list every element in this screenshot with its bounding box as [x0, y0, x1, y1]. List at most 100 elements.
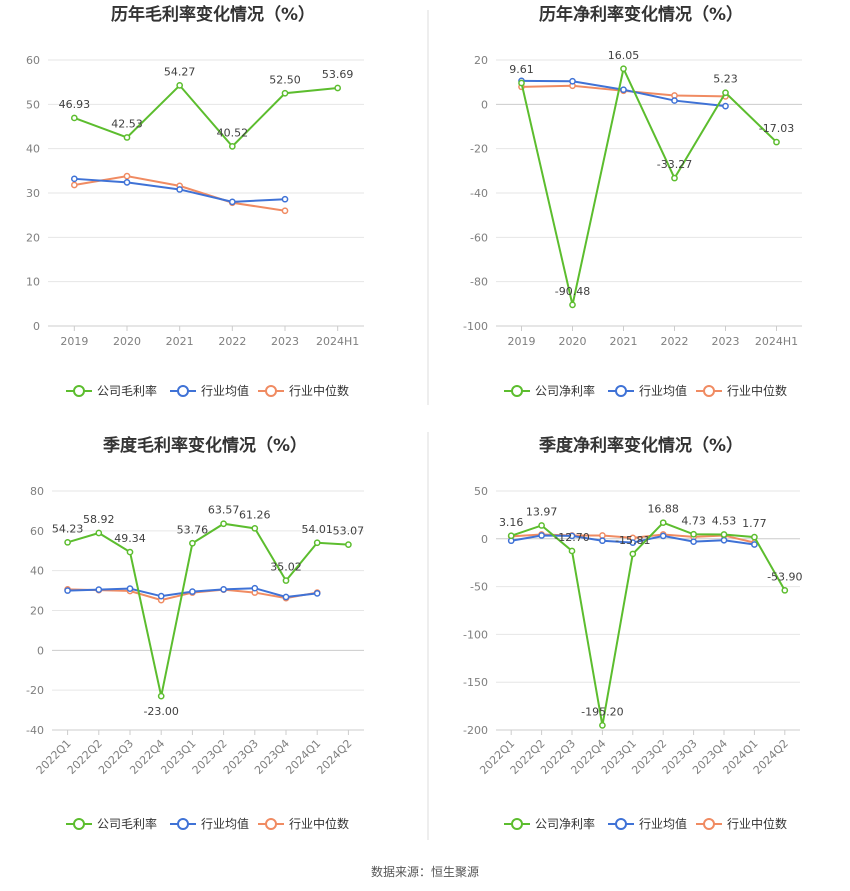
annual-net-point-1: [620, 86, 627, 94]
annual-gross-y-tick-label: 0: [33, 320, 40, 333]
annual-net-data-label: -90.48: [555, 285, 590, 298]
quarterly-gross-data-label: -23.00: [143, 705, 178, 718]
annual-net-point-0: [518, 79, 525, 87]
quarterly-gross-y-tick-label: 80: [30, 485, 44, 498]
annual-gross-y-tick-label: 20: [26, 231, 40, 244]
quarterly-net-data-label: -53.90: [767, 570, 802, 583]
annual-net-point-0: [722, 89, 729, 97]
quarterly-gross-legend-label-0: 公司毛利率: [97, 816, 157, 831]
annual-net-point-1: [671, 97, 678, 104]
annual-gross-point-1: [70, 175, 78, 183]
annual-gross-data-label: 52.50: [269, 73, 301, 86]
annual-gross-point-0: [334, 84, 342, 92]
quarterly-net-y-tick-label: 0: [481, 533, 488, 546]
annual-gross-point-0: [281, 89, 289, 97]
annual-net-data-label: 9.61: [509, 63, 534, 76]
annual-net-point-0: [671, 174, 678, 182]
quarterly-gross-point-1: [126, 585, 134, 592]
quarterly-net-point-1: [659, 532, 667, 540]
quarterly-gross-title: 季度毛利率变化情况（%）: [103, 435, 307, 456]
quarterly-gross-data-label: 54.01: [301, 523, 333, 536]
quarterly-net-legend-label-0: 公司净利率: [535, 816, 595, 831]
quarterly-gross-point-1: [282, 593, 290, 601]
annual-gross-point-0: [228, 143, 236, 150]
quarterly-net-y-tick-label: 50: [474, 485, 488, 498]
annual-gross-point-1: [123, 179, 131, 186]
quarterly-gross-point-0: [64, 538, 71, 546]
annual-net-legend-label-1: 行业均值: [639, 383, 687, 398]
quarterly-net-point-1: [538, 532, 545, 539]
annual-gross-point-1: [176, 186, 184, 193]
quarterly-gross-point-1: [220, 586, 227, 593]
annual-net-legend-label-2: 行业中位数: [727, 383, 787, 398]
quarterly-net-y-tick-label: -50: [470, 581, 488, 594]
annual-gross-y-tick-label: 60: [26, 54, 40, 67]
annual-gross-y-tick-label: 10: [26, 276, 40, 289]
quarterly-gross-series-line-0: [67, 522, 349, 697]
quarterly-net-data-label: 13.97: [526, 505, 558, 518]
quarterly-net-point-0: [507, 532, 515, 540]
quarterly-net-point-1: [599, 537, 606, 545]
quarterly-net-data-label: -12.70: [554, 531, 589, 544]
quarterly-net-point-0: [629, 550, 637, 558]
quarterly-gross-legend-label-2: 行业中位数: [289, 816, 349, 831]
annual-gross-legend-label-2: 行业中位数: [289, 383, 349, 398]
quarterly-net-point-0: [720, 531, 728, 538]
quarterly-gross-point-1: [251, 584, 259, 592]
quarterly-gross-point-1: [189, 588, 196, 595]
quarterly-net-point-0: [751, 533, 758, 541]
quarterly-gross-point-1: [313, 590, 321, 597]
annual-net-x-tick-label: 2024H1: [755, 335, 798, 348]
quarterly-gross-data-label: 54.23: [52, 522, 84, 535]
annual-net-x-tick-label: 2023: [712, 335, 740, 348]
annual-net-y-tick-label: -100: [463, 320, 488, 333]
quarterly-net-point-1: [720, 536, 728, 544]
annual-gross-legend-label-0: 公司毛利率: [97, 383, 157, 398]
annual-gross-series-line-0: [73, 83, 338, 148]
quarterly-net-y-tick-label: -100: [463, 628, 488, 641]
quarterly-gross-y-tick-label: -20: [26, 684, 44, 697]
annual-net-point-0: [620, 65, 627, 73]
quarterly-net-series-line-0: [510, 521, 786, 726]
quarterly-gross-point-0: [157, 692, 165, 700]
annual-net-y-tick-label: -40: [470, 187, 488, 200]
quarterly-net-point-0: [568, 547, 576, 555]
annual-net-x-tick-label: 2021: [610, 335, 638, 348]
annual-gross-data-label: 53.69: [322, 68, 354, 81]
quarterly-net-point-1: [629, 539, 637, 546]
annual-gross-point-0: [70, 114, 78, 122]
quarterly-gross-y-tick-label: 40: [30, 565, 44, 578]
quarterly-gross-point-1: [157, 592, 165, 600]
quarterly-net-data-label: 1.77: [742, 517, 767, 530]
quarterly-gross-point-0: [95, 529, 103, 537]
quarterly-net-data-label: -195.20: [581, 705, 623, 718]
annual-gross-title: 历年毛利率变化情况（%）: [111, 4, 315, 25]
quarterly-gross-y-tick-label: 0: [37, 644, 44, 657]
quarterly-gross-panel: 季度毛利率变化情况（%）-40-200204060802022Q12022Q22…: [26, 435, 364, 831]
data-source: 数据来源：恒生聚源: [371, 864, 479, 879]
annual-gross-point-2: [281, 207, 289, 215]
annual-gross-x-tick-label: 2022: [218, 335, 246, 348]
quarterly-gross-x-tick-label: 2024Q2: [314, 737, 354, 777]
quarterly-gross-point-0: [126, 548, 134, 556]
quarterly-net-data-label: 16.88: [647, 503, 679, 516]
quarterly-gross-data-label: 58.92: [83, 513, 115, 526]
quarterly-gross-y-tick-label: 60: [30, 525, 44, 538]
quarterly-net-y-tick-label: -150: [463, 676, 488, 689]
annual-net-data-label: 16.05: [608, 49, 640, 62]
annual-net-x-tick-label: 2022: [661, 335, 689, 348]
quarterly-net-point-1: [568, 532, 576, 540]
quarterly-gross-y-tick-label: -40: [26, 724, 44, 737]
quarterly-net-panel: 季度净利率变化情况（%）-200-150-100-500502022Q12022…: [463, 435, 803, 831]
quarterly-gross-legend-marker-0: [73, 818, 85, 830]
annual-net-x-tick-label: 2019: [508, 335, 536, 348]
quarterly-gross-point-0: [220, 520, 227, 528]
annual-net-y-tick-label: -80: [470, 276, 488, 289]
annual-net-y-tick-label: -20: [470, 143, 488, 156]
annual-gross-legend-label-1: 行业均值: [201, 383, 249, 398]
quarterly-gross-data-label: 53.76: [177, 523, 209, 536]
annual-net-y-tick-label: -60: [470, 231, 488, 244]
annual-gross-x-tick-label: 2019: [60, 335, 88, 348]
